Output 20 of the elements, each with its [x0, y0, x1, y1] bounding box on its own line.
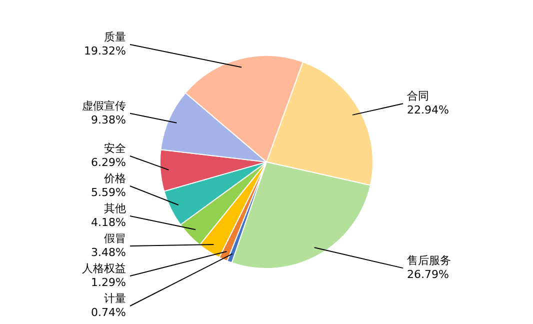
slice-label: 计量 — [104, 292, 126, 305]
data-label: 22.94% — [407, 103, 449, 116]
data-label: 6.29% — [91, 156, 126, 169]
slice-label: 假冒 — [104, 232, 126, 245]
slice-label: 价格 — [103, 172, 126, 185]
slice-label: 人格权益 — [82, 262, 126, 275]
data-label: 1.29% — [91, 276, 126, 289]
slice-label: 其他 — [104, 202, 126, 215]
data-label: 4.18% — [91, 216, 126, 229]
slice-label: 合同 — [407, 89, 429, 102]
slice-label: 质量 — [104, 30, 126, 44]
data-label: 3.48% — [91, 246, 126, 259]
data-label: 0.74% — [91, 306, 126, 319]
slice-label: 虚假宣传 — [82, 99, 126, 112]
slice-label: 售后服务 — [407, 254, 451, 267]
slice-label: 安全 — [104, 142, 126, 155]
data-label: 9.38% — [91, 113, 126, 126]
data-label: 19.32% — [84, 44, 126, 58]
data-label: 5.59% — [91, 186, 126, 199]
data-label: 26.79% — [407, 268, 449, 281]
